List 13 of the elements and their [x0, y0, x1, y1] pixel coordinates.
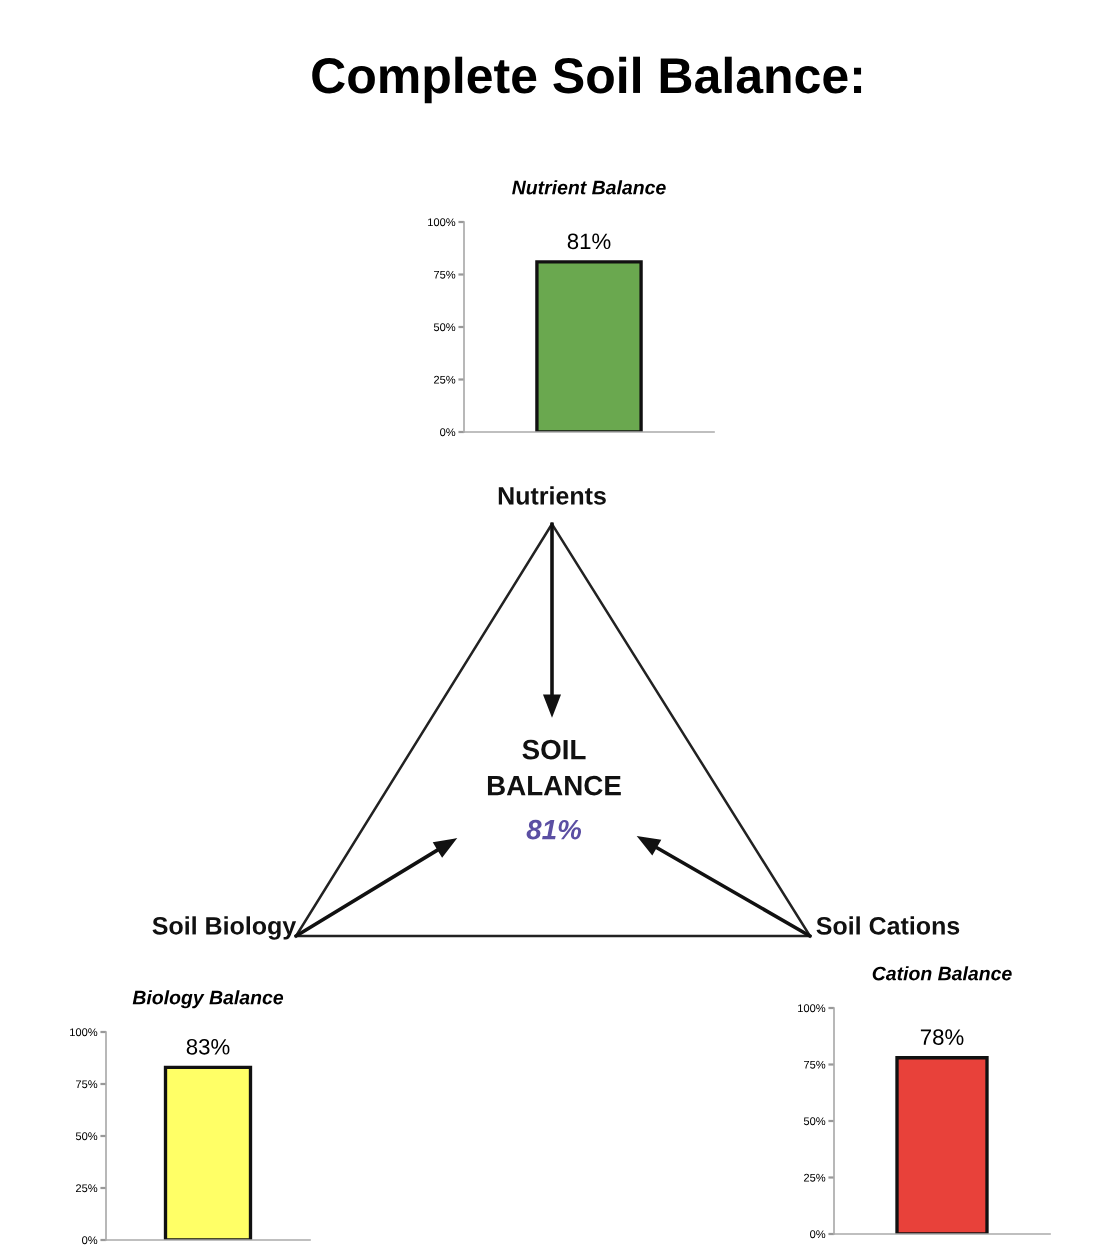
- text: Soil Cations: [816, 916, 960, 935]
- text: Soil Biology: [152, 916, 297, 940]
- text: SOIL: [522, 739, 586, 760]
- text: 81%: [526, 819, 582, 840]
- data-label: 78%: [920, 1029, 964, 1045]
- chart-title: Biology Balance: [132, 990, 284, 1009]
- chart-title: Nutrient Balance: [512, 180, 666, 195]
- text: BALANCE: [487, 775, 621, 796]
- text: Nutrients: [498, 486, 606, 505]
- chart-title: Cation Balance: [872, 966, 1012, 981]
- text: Complete Soil Balance:: [312, 56, 862, 104]
- data-label: 83%: [186, 1038, 230, 1055]
- data-label: 81%: [567, 233, 611, 250]
